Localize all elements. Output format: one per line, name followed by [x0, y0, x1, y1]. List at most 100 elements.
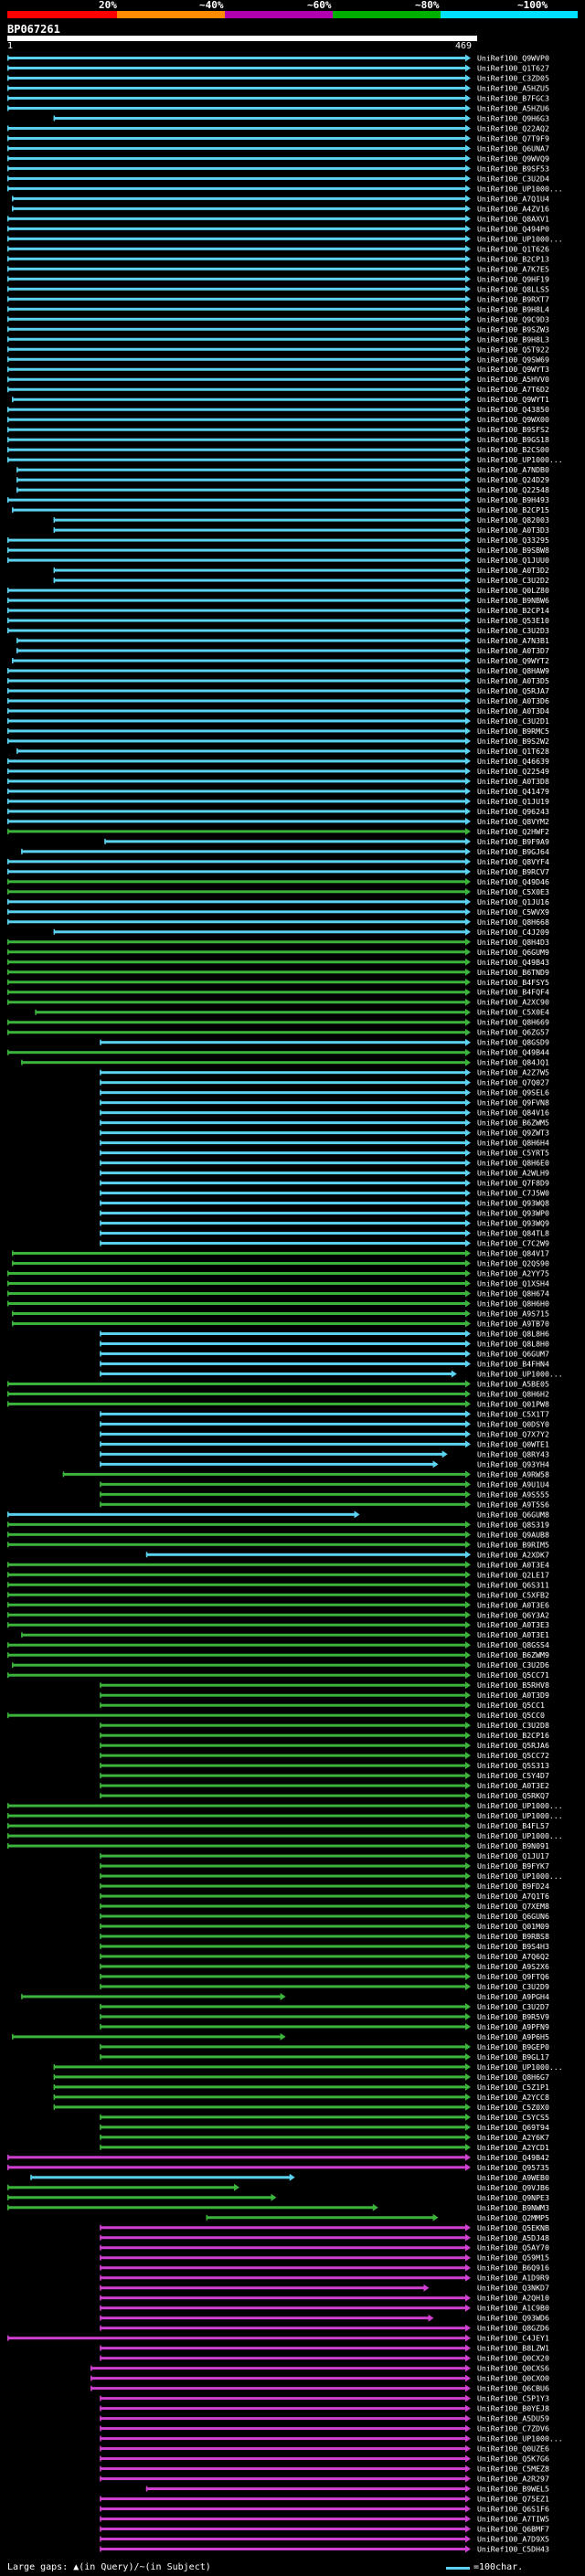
hit-row[interactable]: UniRef100_B7FGC3 [7, 93, 549, 102]
hit-row[interactable]: UniRef100_C5Y4D7 [100, 1771, 549, 1780]
hit-row[interactable]: UniRef100_Q3NKD7 [100, 2284, 549, 2293]
hit-row[interactable]: UniRef100_Q9WX00 [7, 415, 549, 424]
hit-row[interactable]: UniRef100_A5DJ48 [100, 2233, 549, 2242]
hit-row[interactable]: UniRef100_B9SZW3 [7, 324, 549, 334]
hit-row[interactable]: UniRef100_Q84V16 [100, 1108, 549, 1118]
hit-row[interactable]: UniRef100_A2XC90 [7, 998, 549, 1007]
hit-row[interactable]: UniRef100_C3U2D1 [7, 716, 549, 726]
hit-row[interactable]: UniRef100_UP1000... [7, 1801, 563, 1810]
hit-row[interactable]: UniRef100_A0T3D9 [100, 1691, 549, 1700]
hit-row[interactable]: UniRef100_Q8H6H2 [7, 1389, 549, 1398]
hit-row[interactable]: UniRef100_Q8H6H4 [100, 1139, 549, 1148]
hit-row[interactable]: UniRef100_Q8GSD9 [100, 1038, 549, 1047]
hit-row[interactable]: UniRef100_A2QH10 [100, 2294, 549, 2303]
hit-row[interactable]: UniRef100_A2YCD1 [100, 2143, 549, 2152]
hit-row[interactable]: UniRef100_Q9H6G3 [53, 113, 549, 122]
hit-row[interactable]: UniRef100_A2Y6K7 [100, 2133, 549, 2142]
hit-row[interactable]: UniRef100_Q24D29 [16, 475, 549, 484]
hit-row[interactable]: UniRef100_A0T3D4 [7, 706, 549, 716]
hit-row[interactable]: UniRef100_A7Q1U4 [12, 194, 549, 203]
hit-row[interactable]: UniRef100_UP1000... [7, 455, 563, 464]
hit-row[interactable]: UniRef100_Q0UZE6 [100, 2444, 549, 2454]
hit-row[interactable]: UniRef100_Q69T94 [100, 2123, 549, 2132]
hit-row[interactable]: UniRef100_C5YCS5 [100, 2113, 549, 2122]
hit-row[interactable]: UniRef100_B9H8L4 [7, 304, 549, 313]
hit-row[interactable]: UniRef100_A9T5S6 [100, 1500, 549, 1509]
hit-row[interactable]: UniRef100_C3U2D2 [53, 576, 549, 585]
hit-row[interactable]: UniRef100_A9PFN9 [100, 2022, 549, 2031]
hit-row[interactable]: UniRef100_B9RMC5 [7, 726, 549, 736]
hit-row[interactable]: UniRef100_B2CP14 [7, 606, 549, 615]
hit-row[interactable]: UniRef100_B9FYK7 [100, 1861, 549, 1871]
hit-row[interactable]: UniRef100_C4JEY1 [7, 2334, 549, 2343]
hit-row[interactable]: UniRef100_B9S4H3 [100, 1942, 549, 1951]
hit-row[interactable]: UniRef100_Q8H6E0 [100, 1159, 549, 1168]
hit-row[interactable]: UniRef100_B9H8L3 [7, 334, 549, 344]
hit-row[interactable]: UniRef100_UP1000... [100, 1871, 563, 1881]
hit-row[interactable]: UniRef100_Q22AQ2 [7, 123, 549, 133]
hit-row[interactable]: UniRef100_Q8LLS5 [7, 284, 549, 293]
hit-row[interactable]: UniRef100_C5X0E4 [35, 1008, 549, 1017]
hit-row[interactable]: UniRef100_A2YCC8 [53, 2093, 549, 2102]
hit-row[interactable]: UniRef100_Q93WP0 [100, 1209, 549, 1218]
hit-row[interactable]: UniRef100_B9GJ64 [21, 847, 549, 856]
hit-row[interactable]: UniRef100_Q93WQ8 [100, 1199, 549, 1208]
hit-row[interactable]: UniRef100_A0T3E1 [21, 1630, 549, 1639]
hit-row[interactable]: UniRef100_B9SF53 [7, 164, 549, 173]
hit-row[interactable]: UniRef100_Q84V17 [12, 1249, 549, 1258]
hit-row[interactable]: UniRef100_Q2HWF2 [7, 827, 549, 836]
hit-row[interactable]: UniRef100_B6Q916 [100, 2263, 549, 2273]
hit-row[interactable]: UniRef100_Q22549 [7, 767, 549, 776]
hit-row[interactable]: UniRef100_B0YEJ8 [100, 2404, 549, 2413]
hit-row[interactable]: UniRef100_B9WEL5 [145, 2485, 549, 2494]
hit-row[interactable]: UniRef100_Q8H674 [7, 1289, 549, 1299]
hit-row[interactable]: UniRef100_A5DU59 [100, 2414, 549, 2423]
hit-row[interactable]: UniRef100_B2CS00 [7, 445, 549, 454]
hit-row[interactable]: UniRef100_A5BE05 [7, 1379, 549, 1388]
hit-row[interactable]: UniRef100_A0T3D2 [53, 566, 549, 575]
hit-row[interactable]: UniRef100_UP1000... [7, 1811, 563, 1820]
hit-row[interactable]: UniRef100_Q9WVP0 [7, 53, 549, 62]
hit-row[interactable]: UniRef100_Q9FTQ6 [100, 1972, 549, 1981]
hit-row[interactable]: UniRef100_Q53E10 [7, 616, 549, 625]
hit-row[interactable]: UniRef100_Q6BMF7 [100, 2525, 549, 2534]
hit-row[interactable]: UniRef100_Q93WD6 [100, 2314, 549, 2323]
hit-row[interactable]: UniRef100_C3U2D7 [100, 2002, 549, 2011]
hit-row[interactable]: UniRef100_B9SBW8 [7, 546, 549, 555]
hit-row[interactable]: UniRef100_Q0WTE1 [100, 1439, 549, 1448]
hit-row[interactable]: UniRef100_C5YRT5 [100, 1149, 549, 1158]
hit-row[interactable]: UniRef100_UP1000... [7, 1831, 563, 1840]
hit-row[interactable]: UniRef100_Q5CC0 [7, 1711, 545, 1720]
hit-row[interactable]: UniRef100_B5RHV8 [100, 1680, 549, 1690]
hit-row[interactable]: UniRef100_C3U2D6 [12, 1660, 549, 1670]
hit-row[interactable]: UniRef100_A0T3D6 [7, 696, 549, 705]
hit-row[interactable]: UniRef100_A9U1U4 [100, 1479, 549, 1489]
hit-row[interactable]: UniRef100_Q1XSH4 [7, 1279, 549, 1288]
hit-row[interactable]: UniRef100_B9N091 [7, 1841, 549, 1850]
hit-row[interactable]: UniRef100_A4ZV16 [12, 204, 549, 213]
hit-row[interactable]: UniRef100_A0T3D8 [7, 777, 549, 786]
hit-row[interactable]: UniRef100_A0T3D3 [53, 525, 549, 535]
hit-row[interactable]: UniRef100_Q9WYT3 [7, 365, 549, 374]
hit-row[interactable]: UniRef100_Q9HF19 [7, 274, 549, 283]
hit-row[interactable]: UniRef100_Q1JUU0 [7, 556, 549, 565]
hit-row[interactable]: UniRef100_A5HVV0 [7, 375, 549, 384]
hit-row[interactable]: UniRef100_Q0CXO0 [90, 2374, 549, 2383]
hit-row[interactable]: UniRef100_Q1T628 [16, 747, 549, 756]
hit-row[interactable]: UniRef100_C7C2W9 [100, 1239, 549, 1248]
hit-row[interactable]: UniRef100_B9F9A9 [104, 837, 549, 846]
hit-row[interactable]: UniRef100_B9RXT7 [7, 294, 549, 303]
hit-row[interactable]: UniRef100_Q6CBU6 [90, 2384, 549, 2393]
hit-row[interactable]: UniRef100_Q5RJA6 [100, 1741, 549, 1750]
hit-row[interactable]: UniRef100_B6ZWM9 [7, 1650, 549, 1659]
hit-row[interactable]: UniRef100_C5Z0X0 [53, 2103, 549, 2112]
hit-row[interactable]: UniRef100_Q49D46 [7, 877, 549, 886]
hit-row[interactable]: UniRef100_B9R5V9 [100, 2012, 549, 2021]
hit-row[interactable]: UniRef100_Q5RKQ7 [100, 1791, 549, 1800]
hit-row[interactable]: UniRef100_Q59M15 [100, 2253, 549, 2263]
hit-row[interactable]: UniRef100_Q01PW8 [7, 1399, 549, 1408]
hit-row[interactable]: UniRef100_Q49B44 [7, 1048, 549, 1057]
hit-row[interactable]: UniRef100_B8LZW1 [100, 2344, 549, 2353]
hit-row[interactable]: UniRef100_Q9FVN8 [100, 1098, 549, 1108]
hit-row[interactable]: UniRef100_Q41479 [7, 787, 549, 796]
